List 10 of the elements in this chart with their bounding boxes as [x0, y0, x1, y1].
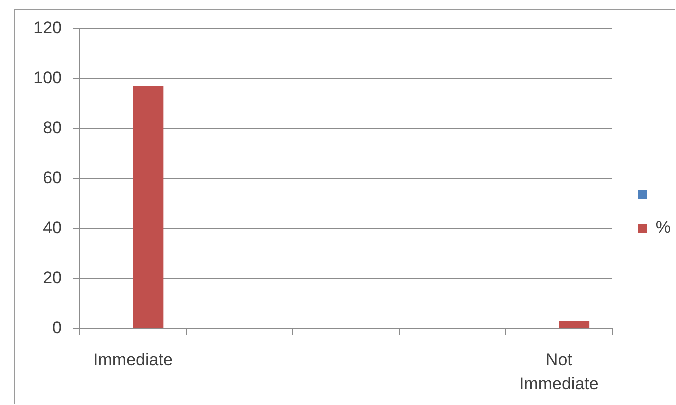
y-tick-label: 100 — [34, 68, 62, 88]
legend-label: % — [656, 218, 672, 238]
y-tick-label: 80 — [43, 118, 62, 138]
x-tick-label: Immediate — [94, 350, 173, 370]
y-tick-label: 120 — [34, 18, 62, 38]
y-tick-label: 60 — [43, 168, 62, 188]
x-tick-label: Not Immediate — [519, 350, 599, 394]
y-tick-label: 0 — [52, 318, 62, 338]
y-tick-label: 20 — [43, 268, 62, 288]
y-tick-label: 40 — [43, 218, 62, 238]
